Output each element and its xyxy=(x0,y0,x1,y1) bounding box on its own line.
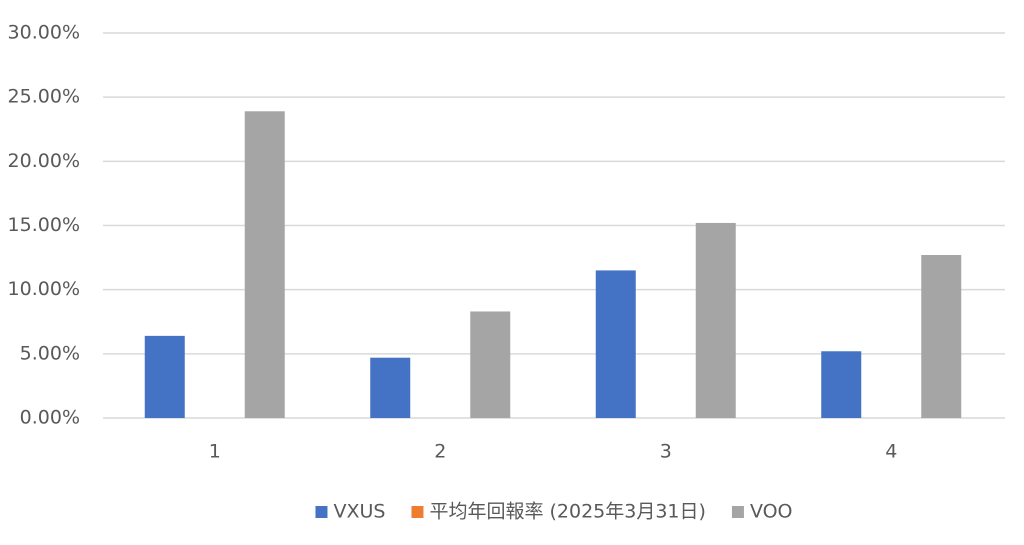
x-tick-label: 1 xyxy=(209,441,221,463)
y-tick-label: 30.00% xyxy=(8,22,80,44)
bar xyxy=(370,357,411,418)
legend-swatch xyxy=(411,506,424,518)
y-tick-label: 15.00% xyxy=(8,214,80,236)
y-tick-label: 5.00% xyxy=(20,342,80,364)
legend-label: 平均年回報率 (2025年3月31日) xyxy=(429,501,705,523)
x-tick-label: 4 xyxy=(885,441,897,463)
bar xyxy=(695,222,736,418)
bar xyxy=(470,311,511,418)
y-tick-label: 10.00% xyxy=(8,278,80,300)
x-tick-label: 3 xyxy=(660,441,672,463)
bar xyxy=(595,270,636,418)
legend-label: VOO xyxy=(750,501,793,523)
y-tick-label: 20.00% xyxy=(8,150,80,172)
bar xyxy=(244,111,285,419)
legend-swatch xyxy=(731,506,744,518)
legend-label: VXUS xyxy=(333,501,385,523)
y-tick-label: 0.00% xyxy=(20,407,80,429)
y-tick-label: 25.00% xyxy=(8,86,80,108)
bar xyxy=(921,255,962,418)
legend-swatch xyxy=(315,506,328,518)
bar xyxy=(144,335,185,418)
x-tick-label: 2 xyxy=(434,441,446,463)
bar xyxy=(821,351,862,418)
